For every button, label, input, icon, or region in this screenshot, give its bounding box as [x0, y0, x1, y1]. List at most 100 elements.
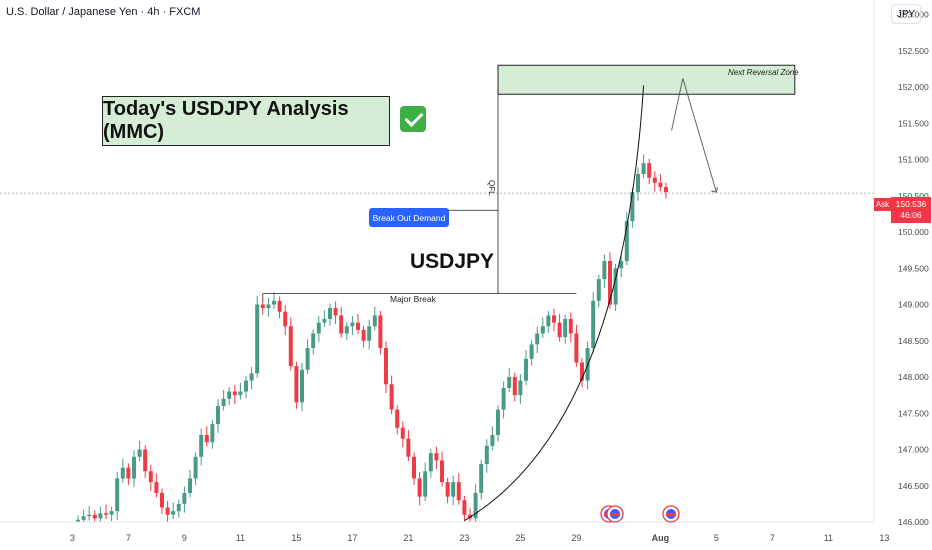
candle-body — [137, 449, 142, 457]
price-tick-label: 152.500 — [898, 46, 929, 56]
time-tick-label: 13 — [879, 533, 889, 543]
candle-body — [143, 449, 148, 472]
candle-body — [372, 315, 377, 327]
candle-body — [512, 377, 517, 396]
price-tick-label: 147.000 — [898, 445, 929, 455]
candle-body — [300, 369, 304, 403]
candle-body — [232, 391, 237, 396]
candle-body — [624, 221, 629, 261]
candle-body — [473, 493, 478, 519]
candle-body — [339, 315, 344, 334]
price-tick-label: 148.500 — [898, 336, 929, 346]
price-axis[interactable]: 146.000 146.500 147.000 147.500 148.000 148.5… — [898, 10, 929, 528]
candle-body — [412, 456, 416, 479]
candle-body — [154, 482, 159, 493]
candle-body — [546, 315, 551, 327]
price-tick-label: 150.500 — [898, 191, 929, 201]
candle-body — [115, 478, 120, 512]
candle-body — [171, 511, 176, 515]
candle-body — [395, 409, 400, 428]
projection-path — [671, 78, 717, 193]
candle-body — [602, 261, 607, 280]
candle-body — [266, 304, 271, 309]
candle-body — [367, 326, 372, 341]
time-tick-label: 7 — [126, 533, 131, 543]
current-price: 150.536 — [895, 199, 927, 209]
time-tick-label: 5 — [714, 533, 719, 543]
candle-body — [406, 438, 411, 457]
event-icon-us[interactable] — [662, 505, 680, 523]
candle-body — [120, 467, 125, 479]
candle-body — [647, 163, 652, 178]
candle-body — [518, 380, 523, 396]
candle-body — [389, 384, 394, 410]
candle-body — [148, 471, 153, 483]
candle-body — [462, 500, 467, 515]
candle-body — [109, 511, 114, 515]
candle-body — [479, 464, 484, 493]
candle-body — [378, 315, 383, 348]
break-out-demand-label: Break Out Demand — [369, 208, 449, 227]
ask-label: Ask — [874, 198, 891, 211]
candle-body — [305, 348, 310, 370]
analysis-title: Today's USDJPY Analysis (MMC) — [103, 98, 349, 143]
candle-body — [591, 300, 596, 348]
price-tick-label: 149.000 — [898, 300, 929, 310]
candle-body — [613, 268, 618, 305]
candle-body — [484, 445, 489, 464]
candle-body — [557, 322, 562, 338]
candle-body — [260, 304, 265, 309]
candle-body — [568, 319, 573, 334]
candle-body — [356, 322, 360, 330]
candle-body — [193, 456, 198, 479]
candle-body — [350, 322, 355, 327]
candle-body — [440, 460, 444, 483]
candle-body — [176, 503, 181, 512]
candle-body — [361, 329, 366, 341]
candle-body — [456, 482, 461, 501]
price-tick-label: 147.500 — [898, 408, 929, 418]
checkmark-icon — [400, 106, 426, 132]
candle-body — [641, 163, 646, 174]
time-tick-label: 11 — [236, 533, 245, 543]
currency-button[interactable]: JPY — [891, 4, 921, 24]
time-tick-label: 17 — [347, 533, 357, 543]
candle-body — [249, 373, 254, 381]
candle-body — [636, 174, 640, 193]
candle-body — [333, 308, 338, 316]
symbol-label: USDJPY — [410, 250, 495, 273]
price-tick-label: 146.000 — [898, 517, 929, 527]
candle-body — [244, 380, 248, 392]
candle-body — [204, 435, 209, 443]
price-tick-label: 151.500 — [898, 118, 929, 128]
candle-body — [238, 391, 243, 396]
price-tick-label: 151.000 — [898, 155, 929, 165]
price-tick-label: 146.500 — [898, 481, 929, 491]
candle-body — [76, 519, 80, 522]
time-axis[interactable]: 37911151721232529Aug57111315 — [70, 533, 932, 543]
candle-body — [182, 493, 187, 504]
candle-body — [288, 326, 293, 367]
projection-arrowhead — [711, 187, 718, 193]
candle-body — [563, 319, 568, 338]
candle-body — [384, 348, 388, 385]
candle-body — [535, 333, 540, 345]
qfl-label: QFL — [487, 180, 496, 196]
candle-body — [501, 387, 506, 410]
next-reversal-zone-label: Next Reversal Zone — [728, 68, 799, 77]
candle-body — [221, 398, 226, 406]
candle-body — [596, 279, 601, 301]
candle-body — [540, 326, 545, 334]
candle-body — [216, 406, 220, 425]
candle-body — [165, 507, 170, 515]
candle-body — [132, 456, 136, 479]
candle-body — [322, 319, 327, 323]
event-icon-us[interactable] — [606, 505, 624, 523]
current-price-tag: 150.536 46:06 — [891, 197, 931, 223]
candle-body — [496, 409, 500, 435]
candle-body — [283, 311, 288, 327]
candle-body — [574, 333, 579, 363]
time-tick-label: 3 — [70, 533, 75, 543]
candle-body — [664, 187, 668, 193]
